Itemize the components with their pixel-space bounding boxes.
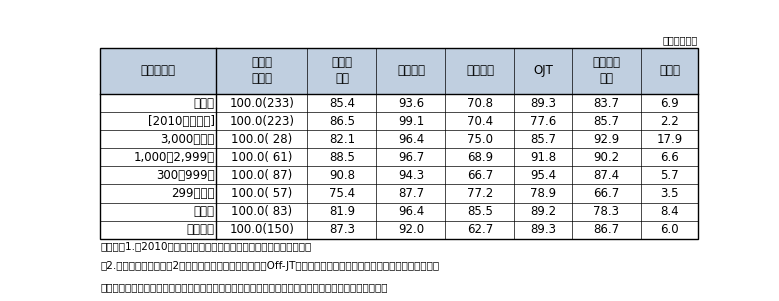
Text: 91.8: 91.8 bbox=[530, 151, 556, 164]
Text: 62.7: 62.7 bbox=[467, 223, 493, 236]
Bar bbox=[100, 48, 698, 239]
Text: 製造業: 製造業 bbox=[193, 205, 214, 218]
Text: 調査計: 調査計 bbox=[193, 97, 214, 110]
Text: 100.0(150): 100.0(150) bbox=[230, 223, 294, 236]
Text: 100.0(223): 100.0(223) bbox=[229, 115, 294, 128]
Text: 非製造業: 非製造業 bbox=[186, 223, 214, 236]
Text: 83.7: 83.7 bbox=[594, 97, 619, 110]
Text: 96.4: 96.4 bbox=[398, 133, 424, 146]
Text: 66.7: 66.7 bbox=[593, 187, 619, 200]
Text: （注）、1.「2010年度調査」に数値は、「事務・営業系」のみ集計。: （注）、1.「2010年度調査」に数値は、「事務・営業系」のみ集計。 bbox=[100, 241, 312, 251]
Text: 8.4: 8.4 bbox=[660, 205, 679, 218]
Text: 89.3: 89.3 bbox=[530, 223, 556, 236]
Text: 90.2: 90.2 bbox=[594, 151, 619, 164]
Text: 100.0( 87): 100.0( 87) bbox=[231, 169, 293, 182]
Text: 70.8: 70.8 bbox=[467, 97, 493, 110]
Text: 6.0: 6.0 bbox=[660, 223, 679, 236]
Text: 81.9: 81.9 bbox=[329, 205, 355, 218]
Text: OJT: OJT bbox=[533, 64, 553, 77]
Text: 100.0( 28): 100.0( 28) bbox=[231, 133, 293, 146]
Text: 94.3: 94.3 bbox=[398, 169, 424, 182]
Text: 100.0(233): 100.0(233) bbox=[230, 97, 294, 110]
Text: 299人以下: 299人以下 bbox=[171, 187, 214, 200]
Text: 85.7: 85.7 bbox=[530, 133, 556, 146]
Text: 入社前
教育: 入社前 教育 bbox=[331, 56, 352, 85]
Text: 89.3: 89.3 bbox=[530, 97, 556, 110]
Text: 70.4: 70.4 bbox=[467, 115, 493, 128]
Text: 85.5: 85.5 bbox=[467, 205, 493, 218]
Text: 86.7: 86.7 bbox=[594, 223, 619, 236]
Text: 82.1: 82.1 bbox=[329, 133, 355, 146]
Text: 1,000～2,999人: 1,000～2,999人 bbox=[133, 151, 214, 164]
Text: 78.3: 78.3 bbox=[594, 205, 619, 218]
Text: その他: その他 bbox=[659, 64, 680, 77]
Text: （単位：％）: （単位：％） bbox=[663, 36, 698, 45]
Text: 87.3: 87.3 bbox=[329, 223, 355, 236]
Text: 75.4: 75.4 bbox=[329, 187, 355, 200]
Text: 17.9: 17.9 bbox=[657, 133, 682, 146]
Text: 96.7: 96.7 bbox=[398, 151, 424, 164]
Text: 6.6: 6.6 bbox=[660, 151, 679, 164]
Text: 87.4: 87.4 bbox=[594, 169, 619, 182]
Text: 規模・産業: 規模・産業 bbox=[141, 64, 176, 77]
Text: 77.2: 77.2 bbox=[467, 187, 493, 200]
Text: 3,000人以上: 3,000人以上 bbox=[160, 133, 214, 146]
Text: 87.7: 87.7 bbox=[398, 187, 424, 200]
Text: 86.5: 86.5 bbox=[329, 115, 355, 128]
Text: 95.4: 95.4 bbox=[530, 169, 556, 182]
Text: 68.9: 68.9 bbox=[467, 151, 493, 164]
Text: [2010年度調査]: [2010年度調査] bbox=[147, 115, 214, 128]
Text: 現場実習: 現場実習 bbox=[466, 64, 494, 77]
Text: 2.「その他」の内訳：2カ月間の海外留学／海外研修／Off-JT／カウンセリング／メンター制度／安全運転研修／: 2.「その他」の内訳：2カ月間の海外留学／海外研修／Off-JT／カウンセリング… bbox=[100, 261, 439, 272]
Text: 93.6: 93.6 bbox=[398, 97, 424, 110]
Text: 100.0( 61): 100.0( 61) bbox=[231, 151, 293, 164]
Text: 100.0( 83): 100.0( 83) bbox=[231, 205, 292, 218]
Text: 合　計
（社）: 合 計 （社） bbox=[252, 56, 273, 85]
Text: 77.6: 77.6 bbox=[530, 115, 556, 128]
Text: 85.7: 85.7 bbox=[594, 115, 619, 128]
Text: フォロー
教育: フォロー 教育 bbox=[592, 56, 620, 85]
Text: 85.4: 85.4 bbox=[329, 97, 355, 110]
Text: 99.1: 99.1 bbox=[398, 115, 424, 128]
Text: 88.5: 88.5 bbox=[329, 151, 355, 164]
Text: 6.9: 6.9 bbox=[660, 97, 679, 110]
Text: 90.8: 90.8 bbox=[329, 169, 355, 182]
Bar bbox=[100, 48, 698, 94]
Text: 78.9: 78.9 bbox=[530, 187, 556, 200]
Text: 96.4: 96.4 bbox=[398, 205, 424, 218]
Text: 75.0: 75.0 bbox=[467, 133, 493, 146]
Text: 導入教育: 導入教育 bbox=[397, 64, 425, 77]
Text: 66.7: 66.7 bbox=[467, 169, 493, 182]
Text: 300～999人: 300～999人 bbox=[156, 169, 214, 182]
Text: 5.7: 5.7 bbox=[660, 169, 679, 182]
Text: 営業系：若手営業マン研修　生産系：原価管理研修／職種別研修／営業実習／英語研修／外部研修: 営業系：若手営業マン研修 生産系：原価管理研修／職種別研修／営業実習／英語研修／… bbox=[100, 282, 388, 292]
Text: 3.5: 3.5 bbox=[660, 187, 679, 200]
Text: 89.2: 89.2 bbox=[530, 205, 556, 218]
Text: 92.0: 92.0 bbox=[398, 223, 424, 236]
Text: 100.0( 57): 100.0( 57) bbox=[231, 187, 293, 200]
Text: 2.2: 2.2 bbox=[660, 115, 679, 128]
Text: 92.9: 92.9 bbox=[593, 133, 619, 146]
